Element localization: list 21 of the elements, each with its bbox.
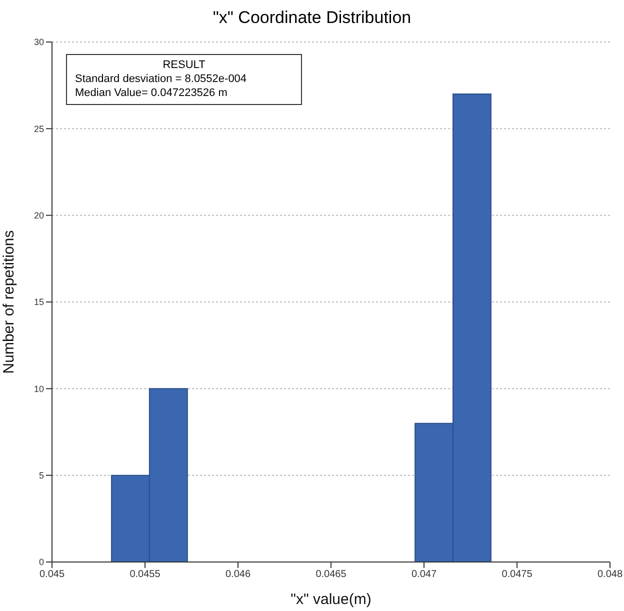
x-tick-label: 0.0455 [130, 569, 161, 580]
x-tick-label: 0.0465 [316, 569, 347, 580]
x-tick-label: 0.048 [597, 569, 623, 580]
x-tick-label: 0.0475 [502, 569, 533, 580]
annotation: Standard desviation = 8.0552e-004 [75, 72, 248, 86]
y-tick-label: 30 [34, 37, 44, 48]
annotation: Median Value= 0.047223526 m [75, 86, 228, 100]
y-tick-label: 20 [34, 210, 44, 221]
y-tick-label: 5 [38, 470, 44, 481]
y-tick-label: 25 [34, 124, 44, 134]
x-axis-title: "x" value(m) [290, 591, 372, 608]
y-tick-label: 0 [38, 557, 44, 568]
y-axis-title: Number of repetitions [0, 230, 18, 374]
y-tick-label: 10 [34, 384, 44, 394]
x-tick-label: 0.046 [225, 569, 251, 580]
chart-title: "x" Coordinate Distribution [212, 8, 412, 28]
y-tick-label: 15 [34, 297, 44, 308]
annotation: RESULT [162, 58, 206, 72]
x-tick-label: 0.047 [411, 569, 437, 580]
x-tick-label: 0.045 [39, 569, 65, 580]
result-text-box: RESULT Standard desviation = 8.0552e-004 Median Value= 0.047223526 m [66, 54, 302, 105]
